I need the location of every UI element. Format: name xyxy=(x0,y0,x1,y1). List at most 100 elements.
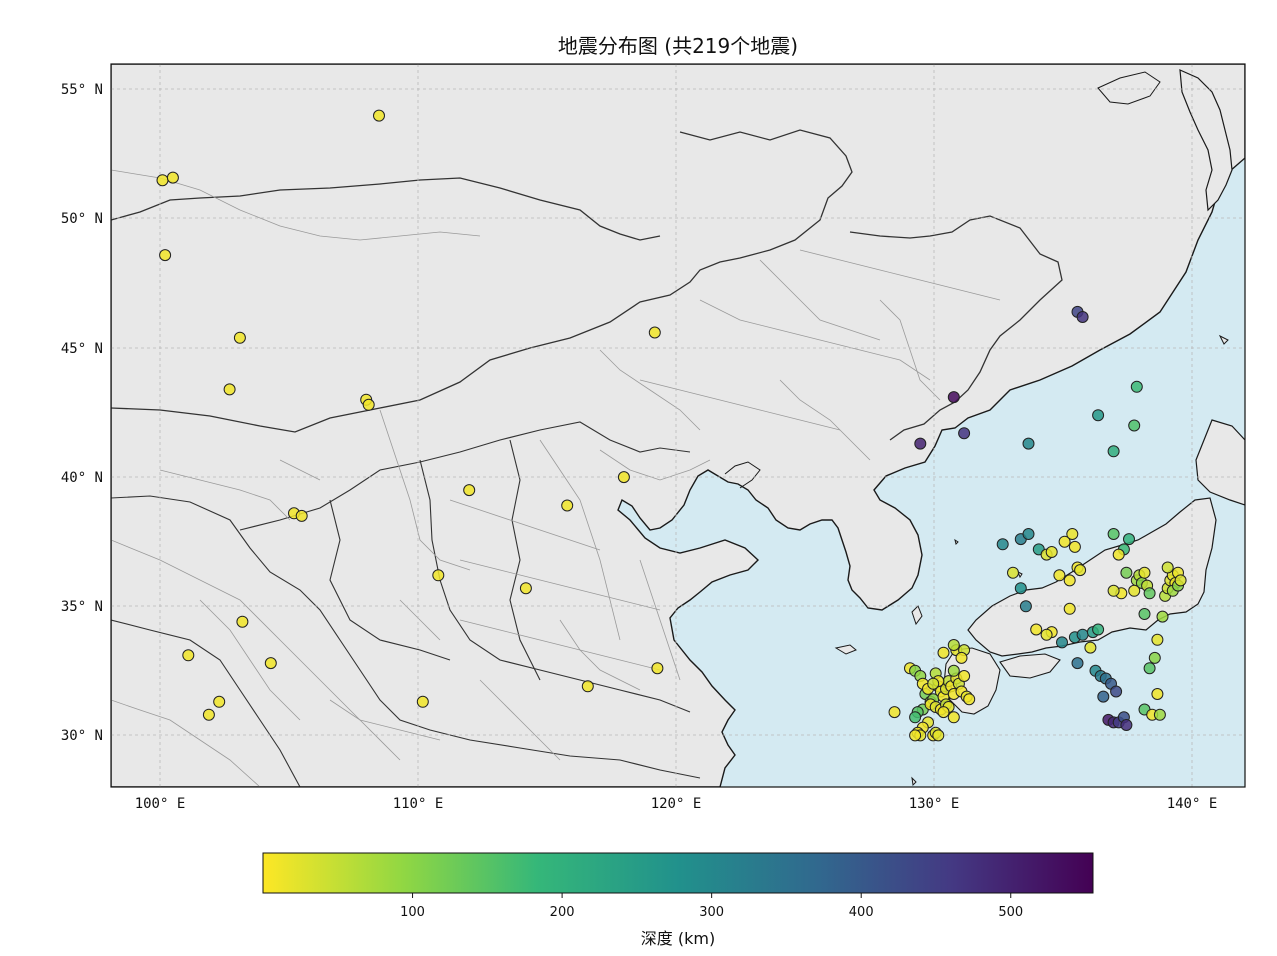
gridlines xyxy=(111,64,1245,787)
earthquake-point xyxy=(888,706,901,719)
earthquake-point xyxy=(156,174,169,187)
earthquake-point xyxy=(958,427,971,440)
lat-tick-labels: 30° N 35° N 40° N 45° N 50° N 55° N xyxy=(61,82,103,744)
map-frame xyxy=(110,63,1246,788)
shikoku-island xyxy=(999,653,1061,679)
earthquake-point xyxy=(1120,566,1133,579)
jeju-island xyxy=(834,644,857,655)
earthquake-point xyxy=(1143,587,1156,600)
earthquake-point xyxy=(1130,380,1143,393)
colorbar-tick-label: 500 xyxy=(998,905,1023,920)
colorbar-label: 深度 (km) xyxy=(641,929,715,948)
earthquake-point xyxy=(651,662,664,675)
china-border-east xyxy=(849,215,1063,441)
honshu-island xyxy=(967,497,1217,657)
earthquake-point xyxy=(927,677,940,690)
earthquake-point xyxy=(1066,528,1079,540)
lat-tick-45: 45° N xyxy=(61,341,103,357)
earthquake-point xyxy=(362,398,375,411)
earthquake-point xyxy=(1084,641,1097,654)
earthquake-point xyxy=(1148,651,1161,664)
lat-tick-30: 30° N xyxy=(61,728,103,744)
lon-tick-130: 130° E xyxy=(909,796,960,812)
earthquake-point xyxy=(1138,566,1151,579)
small-islet-3 xyxy=(1017,570,1023,579)
earthquake-point xyxy=(947,639,960,651)
earthquake-point xyxy=(1120,719,1133,731)
earthquake-point xyxy=(1123,533,1135,546)
yellow-sea-coast-detail xyxy=(724,461,761,489)
earthquake-point xyxy=(1151,688,1164,700)
colorbar-tick-label: 300 xyxy=(699,905,724,920)
lat-tick-35: 35° N xyxy=(61,599,103,615)
earthquake-point xyxy=(1143,662,1156,675)
earthquake-point xyxy=(373,109,385,122)
earthquake-point xyxy=(1128,419,1141,432)
lat-tick-55: 55° N xyxy=(61,82,103,98)
lon-tick-100: 100° E xyxy=(135,796,186,812)
colorbar-gradient xyxy=(262,852,1094,894)
earthquake-point xyxy=(1030,623,1043,636)
inner-region-border-5 xyxy=(329,499,451,661)
earthquake-point xyxy=(947,711,960,724)
earthquake-point xyxy=(1063,574,1076,587)
colorbar-tick-label: 400 xyxy=(849,905,874,920)
earthquake-point xyxy=(1076,311,1089,323)
earthquake-point xyxy=(937,646,950,659)
map-area xyxy=(111,64,1245,787)
earthquake-point xyxy=(202,708,215,721)
earthquake-point xyxy=(1156,610,1169,623)
small-islet-2 xyxy=(954,538,959,545)
earthquake-point xyxy=(914,437,927,450)
inner-region-border-3 xyxy=(419,459,691,713)
earthquake-point xyxy=(233,331,246,344)
earthquake-point xyxy=(1151,633,1164,646)
earthquake-point xyxy=(1071,657,1084,670)
earthquake-point xyxy=(1076,628,1089,641)
colorbar-ticks: 100 200 300 400 500 xyxy=(400,893,1023,920)
lon-tick-labels: 100° E 110° E 120° E 130° E 140° E xyxy=(135,796,1218,812)
inner-region-border-2 xyxy=(111,495,701,779)
earthquake-point xyxy=(182,649,195,662)
small-islet-1 xyxy=(1218,334,1229,345)
earthquake-point xyxy=(1138,608,1151,620)
province-borders xyxy=(111,169,1001,787)
earthquake-point xyxy=(1174,574,1187,587)
earthquake-point xyxy=(432,569,445,582)
earthquake-point xyxy=(295,509,308,522)
earthquake-point xyxy=(1161,561,1174,574)
earthquake-point xyxy=(963,693,976,706)
earthquake-point xyxy=(909,729,922,742)
earthquake-point xyxy=(1053,569,1066,582)
lat-tick-50: 50° N xyxy=(61,211,103,227)
earthquake-point xyxy=(416,695,429,708)
earthquake-point xyxy=(617,471,630,484)
earthquake-point xyxy=(1056,636,1068,649)
earthquake-point xyxy=(909,711,922,724)
earthquake-point xyxy=(1112,548,1125,561)
lat-tick-40: 40° N xyxy=(61,470,103,486)
earthquake-point xyxy=(1068,540,1081,553)
colorbar-tick-label: 100 xyxy=(400,905,425,920)
earthquake-point xyxy=(1110,685,1123,698)
earthquake-point xyxy=(1092,409,1105,422)
sakhalin-island xyxy=(1179,69,1233,212)
earthquake-point xyxy=(1128,584,1141,597)
earthquake-points xyxy=(156,109,1187,742)
earthquake-point xyxy=(223,383,236,396)
tsushima-island xyxy=(911,605,923,626)
earthquake-point xyxy=(1063,602,1076,615)
earthquake-point xyxy=(1019,600,1032,613)
earthquake-point xyxy=(1107,584,1120,597)
earthquake-point xyxy=(958,670,971,682)
earthquake-point xyxy=(1040,628,1053,641)
hokkaido-island xyxy=(1195,419,1245,506)
inner-region-border-6 xyxy=(111,619,301,787)
earthquake-point xyxy=(236,615,249,628)
earthquake-point xyxy=(213,695,226,708)
earthquake-point xyxy=(166,171,179,184)
earthquake-point xyxy=(947,664,960,677)
earthquake-point xyxy=(932,729,945,742)
earthquake-point xyxy=(1022,437,1035,450)
